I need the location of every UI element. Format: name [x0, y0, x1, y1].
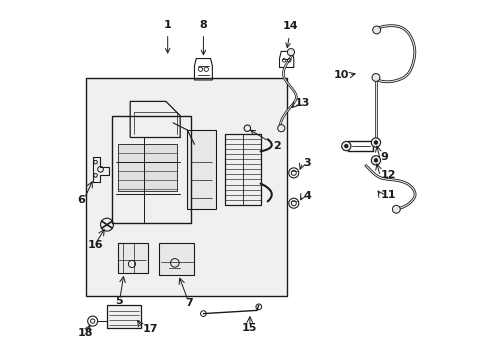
Circle shape [370, 156, 380, 165]
Circle shape [373, 141, 377, 144]
Text: 14: 14 [283, 21, 298, 48]
Text: 15: 15 [242, 323, 257, 333]
Circle shape [372, 26, 380, 34]
Text: 17: 17 [142, 324, 158, 334]
Text: 18: 18 [78, 328, 93, 338]
Circle shape [371, 73, 379, 81]
Bar [118, 243, 148, 273]
Text: 11: 11 [380, 190, 395, 200]
Text: 3: 3 [303, 158, 310, 168]
Text: 2: 2 [250, 130, 280, 151]
Text: 16: 16 [87, 240, 103, 250]
Bar [159, 243, 194, 275]
Text: 10: 10 [333, 69, 348, 80]
Bar [224, 134, 260, 205]
Circle shape [344, 144, 347, 148]
Circle shape [277, 125, 285, 132]
Text: 4: 4 [303, 191, 311, 201]
Text: 1: 1 [163, 19, 171, 53]
Circle shape [373, 158, 377, 162]
Text: 6: 6 [77, 195, 84, 204]
Circle shape [341, 141, 350, 151]
Bar [187, 130, 216, 208]
Text: 9: 9 [380, 152, 387, 162]
Circle shape [244, 125, 250, 131]
Bar [85, 78, 287, 296]
Circle shape [391, 205, 400, 213]
Text: 7: 7 [185, 298, 193, 308]
Circle shape [370, 138, 380, 147]
Bar [107, 305, 141, 328]
Text: 5: 5 [115, 296, 122, 306]
Text: 12: 12 [380, 170, 395, 180]
Text: 8: 8 [199, 19, 207, 55]
Text: 13: 13 [294, 98, 309, 108]
Bar [118, 144, 176, 191]
Circle shape [287, 49, 294, 56]
